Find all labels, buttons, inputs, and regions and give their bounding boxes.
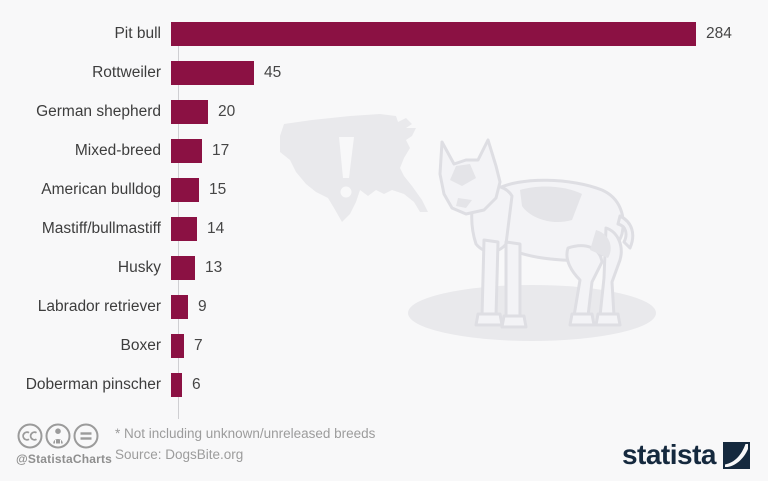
value-label: 13	[205, 258, 223, 276]
statista-logo[interactable]: statista	[622, 441, 750, 469]
category-label: Mastiff/bullmastiff	[41, 219, 161, 237]
bar	[171, 138, 202, 163]
value-label: 7	[194, 336, 203, 354]
chart-row: Boxer 7	[0, 326, 768, 365]
source-note[interactable]: Source: DogsBite.org	[115, 447, 244, 462]
chart-row: Labrador retriever 9	[0, 287, 768, 326]
bar	[171, 60, 254, 85]
equal-icon	[73, 423, 99, 449]
attribution-person-icon	[45, 423, 71, 449]
bar	[171, 216, 197, 241]
category-label: Labrador retriever	[37, 297, 161, 315]
category-label: Doberman pinscher	[25, 375, 161, 393]
bar	[171, 333, 184, 358]
footer: @StatistaCharts * Not including unknown/…	[0, 415, 768, 481]
value-label: 284	[706, 24, 732, 42]
bar-chart: Pit bull 284 Rottweiler 45 German shephe…	[0, 14, 768, 419]
category-label: Boxer	[120, 336, 162, 354]
creative-commons-icons	[17, 423, 99, 449]
value-label: 14	[207, 219, 225, 237]
cc-icon	[17, 423, 43, 449]
bar	[171, 294, 188, 319]
bar	[171, 99, 208, 124]
statista-charts-handle[interactable]: @StatistaCharts	[16, 452, 113, 466]
value-label: 17	[212, 141, 230, 159]
chart-row: Doberman pinscher 6	[0, 365, 768, 404]
footnote: * Not including unknown/unreleased breed…	[115, 426, 376, 441]
chart-row: Mastiff/bullmastiff 14	[0, 209, 768, 248]
notes-block: * Not including unknown/unreleased breed…	[115, 426, 375, 462]
category-label: German shepherd	[36, 102, 161, 120]
category-label: Pit bull	[114, 24, 161, 42]
value-label: 20	[218, 102, 236, 120]
bar	[171, 372, 182, 397]
bar	[171, 21, 696, 46]
value-label: 6	[192, 375, 201, 393]
bar	[171, 177, 199, 202]
chart-rows: Pit bull 284 Rottweiler 45 German shephe…	[0, 14, 768, 404]
category-label: Rottweiler	[92, 63, 161, 81]
bar	[171, 255, 195, 280]
chart-row: Pit bull 284	[0, 14, 768, 53]
value-label: 45	[264, 63, 282, 81]
category-label: Mixed-breed	[74, 141, 161, 159]
license-block: @StatistaCharts	[16, 422, 113, 466]
chart-row: Rottweiler 45	[0, 53, 768, 92]
statista-wordmark: statista	[621, 439, 717, 470]
chart-row: German shepherd 20	[0, 92, 768, 131]
statista-logo-mark-icon	[723, 441, 750, 469]
value-label: 15	[209, 180, 227, 198]
value-label: 9	[198, 297, 207, 315]
chart-row: American bulldog 15	[0, 170, 768, 209]
chart-row: Mixed-breed 17	[0, 131, 768, 170]
category-label: Husky	[117, 258, 161, 276]
chart-row: Husky 13	[0, 248, 768, 287]
category-label: American bulldog	[41, 180, 161, 198]
